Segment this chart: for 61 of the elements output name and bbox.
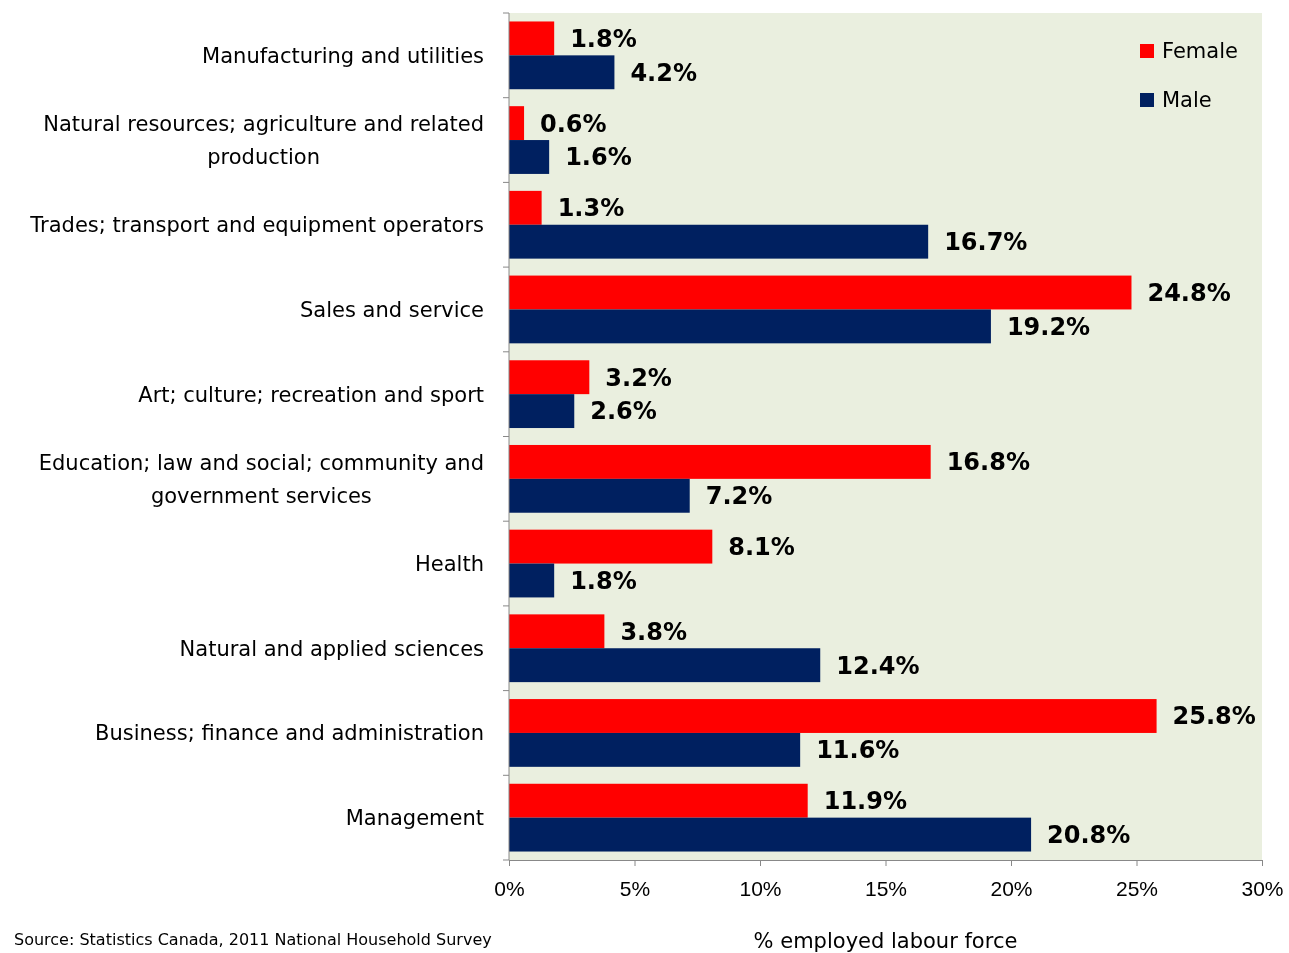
bar <box>509 699 1157 733</box>
data-label: 0.6% <box>540 109 607 138</box>
legend-label: Female <box>1162 39 1238 64</box>
data-label: 11.6% <box>816 736 900 765</box>
data-label: 16.8% <box>946 448 1030 477</box>
bar <box>509 275 1132 310</box>
x-tick-label: 0% <box>494 877 525 901</box>
y-tick-label: Trades; transport and equipment operators <box>29 213 484 238</box>
data-label: 2.6% <box>590 397 657 426</box>
bar <box>509 648 821 683</box>
bar <box>509 224 929 259</box>
x-tick-label: 20% <box>990 877 1033 901</box>
y-tick-label: Art; culture; recreation and sport <box>138 382 484 407</box>
data-label: 20.8% <box>1047 820 1131 849</box>
data-label: 12.4% <box>836 651 920 680</box>
data-label: 4.2% <box>630 58 697 87</box>
y-tick-label: Education; law and social; community and government services <box>38 451 484 509</box>
data-label: 1.3% <box>557 194 625 223</box>
bar <box>509 394 575 429</box>
bar <box>509 106 525 141</box>
bar <box>509 732 801 767</box>
y-tick-label: Business; finance and administration <box>95 721 484 746</box>
bar <box>509 360 590 395</box>
data-label: 1.6% <box>565 143 632 172</box>
data-label: 3.8% <box>620 617 687 646</box>
data-label: 1.8% <box>570 24 637 53</box>
x-tick-label: 15% <box>864 877 908 901</box>
bar <box>509 817 1032 852</box>
bar <box>509 309 991 344</box>
y-tick-label: Natural resources; agriculture and related production <box>43 112 484 170</box>
bar <box>509 478 690 513</box>
bar <box>509 55 615 90</box>
y-tick-label: Sales and service <box>300 297 484 322</box>
x-tick-label: 5% <box>619 877 651 901</box>
y-tick-label: Natural and applied sciences <box>179 636 484 661</box>
x-tick-label: 25% <box>1115 877 1159 901</box>
bar <box>509 614 605 649</box>
data-label: 11.9% <box>823 787 907 816</box>
y-tick-label: Management <box>345 806 484 830</box>
bar <box>509 529 713 564</box>
bar <box>509 563 555 598</box>
bar <box>509 783 808 818</box>
bar <box>509 21 555 56</box>
y-tick-label: Health <box>415 551 484 576</box>
data-label: 8.1% <box>728 533 795 562</box>
source-note: Source: Statistics Canada, 2011 National Household Survey <box>14 930 492 949</box>
data-label: 16.7% <box>944 228 1028 257</box>
y-tick-label: Manufacturing and utilities <box>202 43 484 68</box>
data-label: 25.8% <box>1172 702 1256 731</box>
bar <box>509 444 931 479</box>
x-axis-title: % employed labour force <box>753 929 1018 953</box>
data-label: 1.8% <box>570 566 637 595</box>
data-label: 3.2% <box>605 363 672 392</box>
data-label: 19.2% <box>1006 312 1091 341</box>
bar <box>509 140 550 174</box>
data-label: 7.2% <box>705 482 773 511</box>
bar <box>509 190 542 225</box>
x-tick-label: 30% <box>1241 877 1284 901</box>
x-tick-label: 10% <box>739 877 782 901</box>
legend-label: Male <box>1162 88 1212 113</box>
data-label: 24.8% <box>1147 278 1231 307</box>
